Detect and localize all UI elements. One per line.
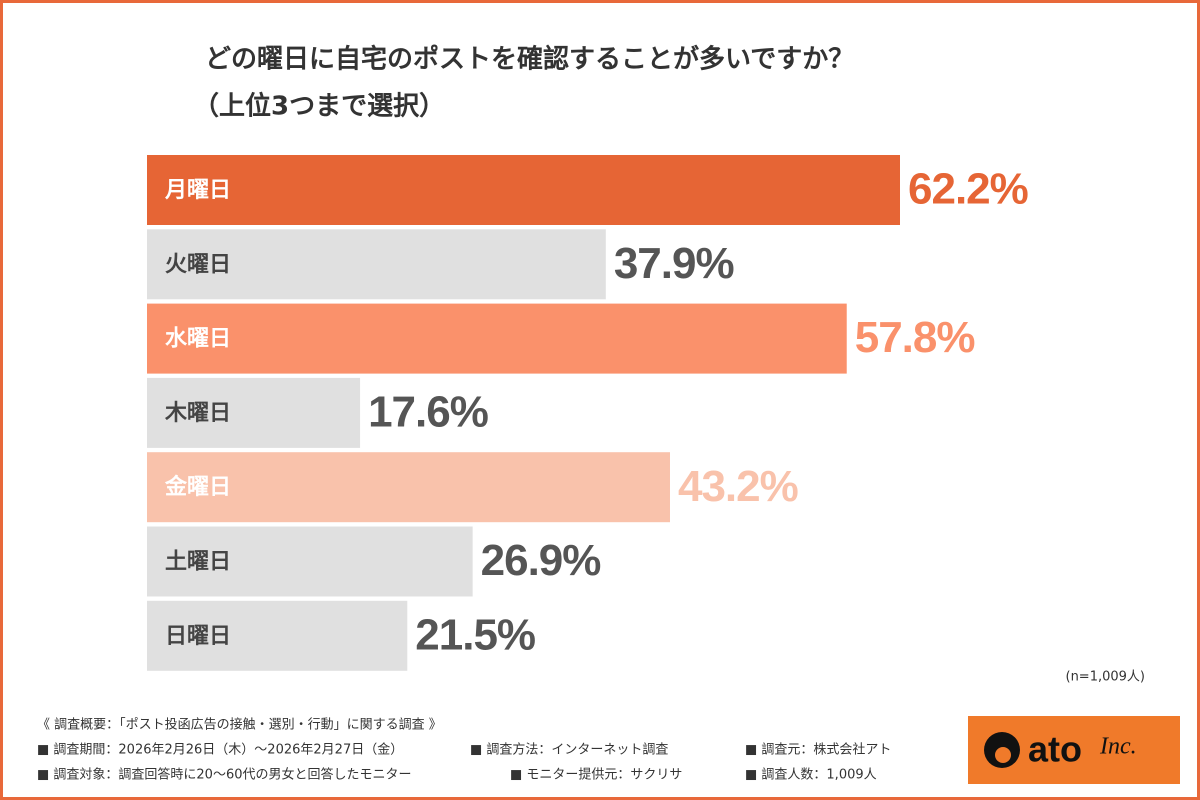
logo-name: ato — [1028, 729, 1082, 770]
value-label: 43.2% — [678, 462, 798, 511]
bar — [147, 229, 606, 300]
chart-subtitle: （上位3つまで選択） — [193, 91, 445, 122]
bar — [147, 377, 361, 448]
value-label: 17.6% — [368, 388, 488, 437]
sample-note: (n=1,009人) — [1066, 670, 1146, 685]
logo: ato Inc. — [968, 716, 1180, 784]
footer-item: ■ 調査元：株式会社アト — [745, 742, 891, 758]
bar — [147, 452, 670, 523]
category-label: 木曜日 — [164, 401, 231, 426]
value-label: 21.5% — [415, 610, 535, 659]
value-label: 62.2% — [908, 165, 1028, 214]
logo-icon-hole — [995, 747, 1011, 763]
footer-item: ■ モニター提供元：サクリサ — [510, 767, 682, 783]
logo-suffix: Inc. — [1099, 734, 1137, 760]
value-label: 57.8% — [855, 313, 975, 362]
value-label: 26.9% — [481, 536, 601, 585]
footer-item: ■ 調査方法：インターネット調査 — [470, 742, 668, 758]
bar — [147, 600, 408, 671]
footer-item: ■ 調査期間：2026年2月26日（木）～2026年2月27日（金） — [37, 742, 403, 758]
category-label: 水曜日 — [165, 327, 231, 352]
chart-title: どの曜日に自宅のポストを確認することが多いですか？ — [205, 44, 854, 75]
category-label: 月曜日 — [164, 178, 231, 203]
footer-item: ■ 調査対象：調査回答時に20～60代の男女と回答したモニター — [37, 767, 412, 783]
value-label: 37.9% — [614, 239, 734, 288]
footer-heading: 《 調査概要：「ポスト投函広告の接触・選別・行動」に関する調査 》 — [37, 717, 442, 733]
category-label: 火曜日 — [165, 252, 231, 277]
bar — [147, 155, 900, 225]
footer-item: ■ 調査人数：1,009人 — [745, 768, 877, 783]
category-label: 土曜日 — [165, 550, 231, 575]
category-label: 金曜日 — [164, 474, 231, 500]
bar — [147, 526, 473, 597]
category-label: 日曜日 — [165, 624, 231, 649]
bar — [147, 303, 847, 374]
